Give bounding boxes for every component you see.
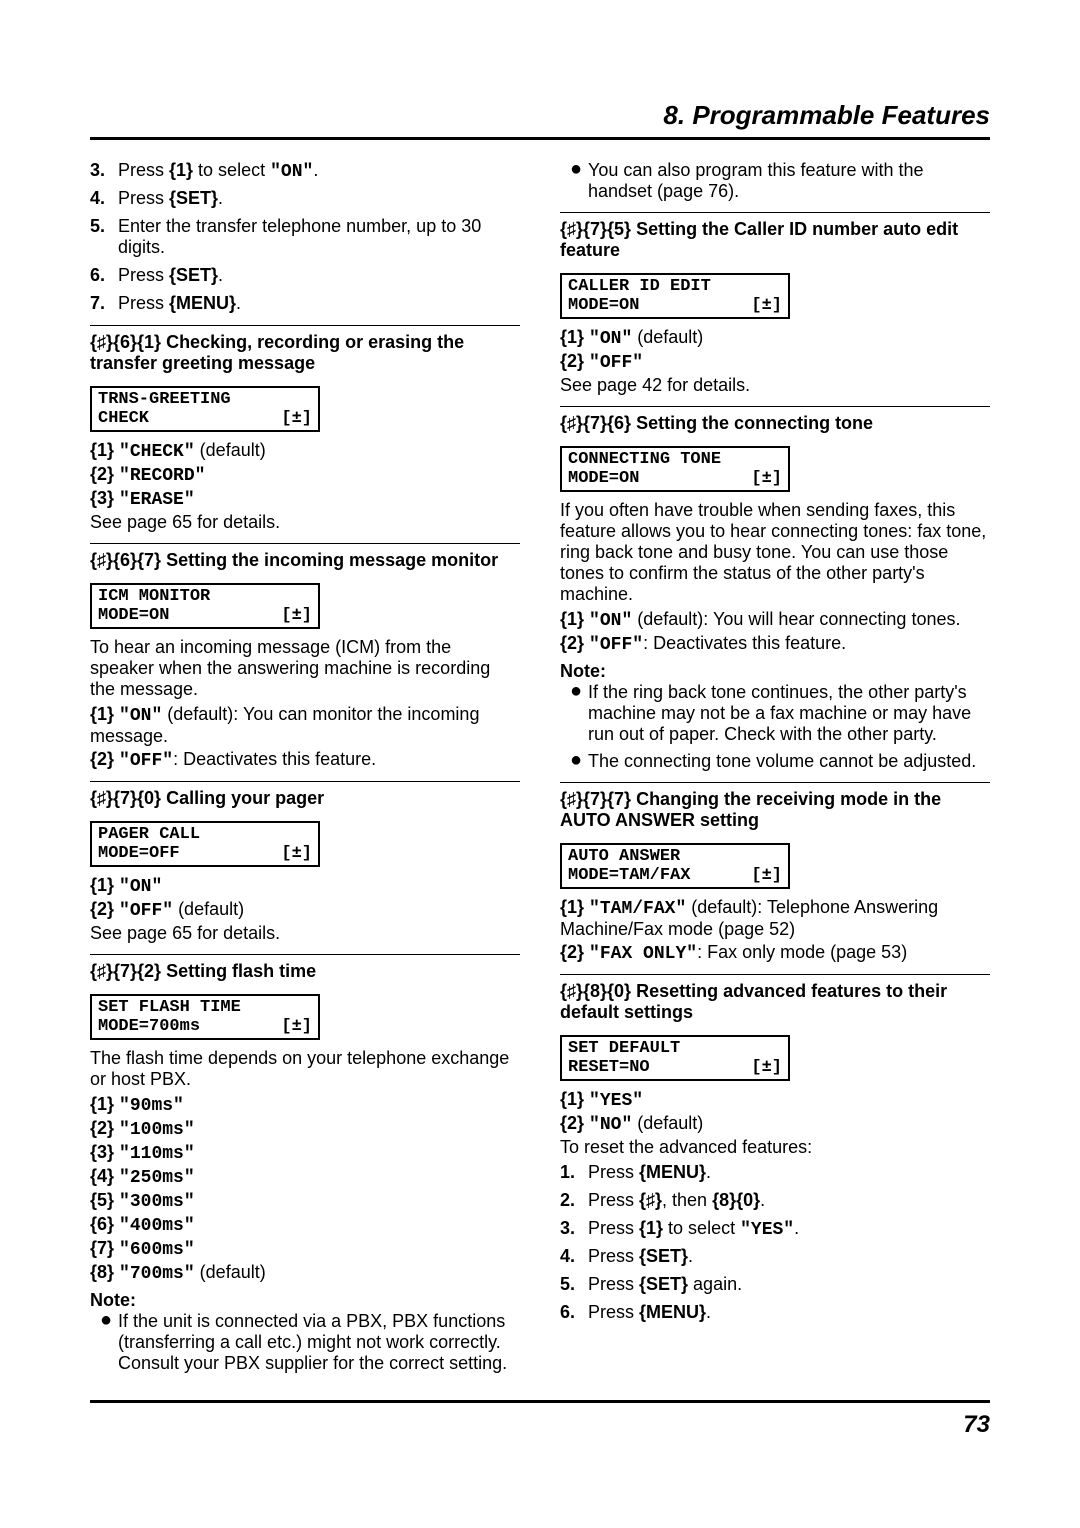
opt-676-2: {2} "OFF": Deactivates this feature.: [560, 633, 990, 655]
option-line: {2} "100ms": [90, 1118, 520, 1140]
option-line: {2} "NO" (default): [560, 1113, 990, 1135]
option-line: {3} "ERASE": [90, 488, 520, 510]
option-line: {2} "RECORD": [90, 464, 520, 486]
option-line: {5} "300ms": [90, 1190, 520, 1212]
list-item: 5.Press {SET} again.: [560, 1274, 990, 1296]
bullet-icon: ●: [570, 160, 588, 202]
options-675: {1} "ON" (default){2} "OFF": [560, 327, 990, 373]
options-661: {1} "CHECK" (default){2} "RECORD"{3} "ER…: [90, 440, 520, 510]
section-title-675: {♯}{7}{5} Setting the Caller ID number a…: [560, 219, 990, 261]
options-680: {1} "YES"{2} "NO" (default): [560, 1089, 990, 1135]
continued-steps: 3.Press {1} to select "ON". 4.Press {SET}…: [90, 160, 520, 315]
opt-676-1: {1} "ON" (default): You will hear connec…: [560, 609, 990, 631]
para-680: To reset the advanced features:: [560, 1137, 990, 1158]
list-item: 3.Press {1} to select "YES".: [560, 1218, 990, 1240]
note-bullet-672: ● If the unit is connected via a PBX, PB…: [90, 1311, 520, 1374]
lcd-667: ICM MONITOR MODE=ON[±]: [90, 583, 320, 629]
bullet-icon: ●: [100, 1311, 118, 1374]
page-number: 73: [90, 1411, 990, 1439]
section-title-661: {♯}{6}{1} Checking, recording or erasing…: [90, 332, 520, 374]
steps-680: 1.Press {MENU}. 2.Press {♯}, then {8}{0}.…: [560, 1162, 990, 1324]
top-bullet: ● You can also program this feature with…: [560, 160, 990, 202]
para-667: To hear an incoming message (ICM) from t…: [90, 637, 520, 700]
section-rule: [560, 212, 990, 213]
list-item: 7.Press {MENU}.: [90, 293, 520, 315]
section-rule: [560, 782, 990, 783]
section-title-672: {♯}{7}{2} Setting flash time: [90, 961, 520, 982]
section-rule: [90, 543, 520, 544]
option-line: {3} "110ms": [90, 1142, 520, 1164]
section-rule: [90, 325, 520, 326]
opt-677-2: {2} "FAX ONLY": Fax only mode (page 53): [560, 942, 990, 964]
bullet-icon: ●: [570, 682, 588, 745]
lcd-675: CALLER ID EDIT MODE=ON[±]: [560, 273, 790, 319]
list-item: 4.Press {SET}.: [560, 1246, 990, 1268]
lcd-680: SET DEFAULT RESET=NO[±]: [560, 1035, 790, 1081]
section-rule: [560, 406, 990, 407]
section-title-680: {♯}{8}{0} Resetting advanced features to…: [560, 981, 990, 1023]
section-title-677: {♯}{7}{7} Changing the receiving mode in…: [560, 789, 990, 831]
list-item: 1.Press {MENU}.: [560, 1162, 990, 1184]
left-column: 3.Press {1} to select "ON". 4.Press {SET}…: [90, 160, 520, 1380]
list-item: 6.Press {MENU}.: [560, 1302, 990, 1324]
para-672: The flash time depends on your telephone…: [90, 1048, 520, 1090]
option-line: {6} "400ms": [90, 1214, 520, 1236]
option-line: {1} "90ms": [90, 1094, 520, 1116]
list-item: 5.Enter the transfer telephone number, u…: [90, 216, 520, 259]
bullet-icon: ●: [570, 751, 588, 772]
opt-677-1: {1} "TAM/FAX" (default): Telephone Answe…: [560, 897, 990, 940]
note-bullet-676-1: ● If the ring back tone continues, the o…: [560, 682, 990, 745]
option-line: {4} "250ms": [90, 1166, 520, 1188]
section-rule: [90, 954, 520, 955]
list-item: 6.Press {SET}.: [90, 265, 520, 287]
option-line: {1} "CHECK" (default): [90, 440, 520, 462]
list-item: 4.Press {SET}.: [90, 188, 520, 210]
section-rule: [90, 781, 520, 782]
opt-667-1: {1} "ON" (default): You can monitor the …: [90, 704, 520, 747]
options-672: {1} "90ms"{2} "100ms"{3} "110ms"{4} "250…: [90, 1094, 520, 1284]
header-rule: [90, 137, 990, 140]
right-column: ● You can also program this feature with…: [560, 160, 990, 1380]
option-line: {1} "ON" (default): [560, 327, 990, 349]
list-item: 3.Press {1} to select "ON".: [90, 160, 520, 182]
section-rule: [560, 974, 990, 975]
option-line: {2} "OFF" (default): [90, 899, 520, 921]
section-title-676: {♯}{7}{6} Setting the connecting tone: [560, 413, 990, 434]
lcd-672: SET FLASH TIME MODE=700ms[±]: [90, 994, 320, 1040]
note-label-672: Note:: [90, 1290, 520, 1311]
option-line: {1} "YES": [560, 1089, 990, 1111]
section-title-667: {♯}{6}{7} Setting the incoming message m…: [90, 550, 520, 571]
lcd-677: AUTO ANSWER MODE=TAM/FAX[±]: [560, 843, 790, 889]
options-670: {1} "ON"{2} "OFF" (default): [90, 875, 520, 921]
lcd-661: TRNS-GREETING CHECK[±]: [90, 386, 320, 432]
list-item: 2.Press {♯}, then {8}{0}.: [560, 1190, 990, 1212]
footnote-661: See page 65 for details.: [90, 512, 520, 533]
footer-rule: [90, 1400, 990, 1403]
opt-667-2: {2} "OFF": Deactivates this feature.: [90, 749, 520, 771]
para-676: If you often have trouble when sending f…: [560, 500, 990, 605]
option-line: {1} "ON": [90, 875, 520, 897]
option-line: {2} "OFF": [560, 351, 990, 373]
option-line: {8} "700ms" (default): [90, 1262, 520, 1284]
lcd-670: PAGER CALL MODE=OFF[±]: [90, 821, 320, 867]
two-column-layout: 3.Press {1} to select "ON". 4.Press {SET}…: [90, 160, 990, 1380]
chapter-title: 8. Programmable Features: [90, 100, 990, 131]
option-line: {7} "600ms": [90, 1238, 520, 1260]
footnote-675: See page 42 for details.: [560, 375, 990, 396]
note-bullet-676-2: ● The connecting tone volume cannot be a…: [560, 751, 990, 772]
footnote-670: See page 65 for details.: [90, 923, 520, 944]
lcd-676: CONNECTING TONE MODE=ON[±]: [560, 446, 790, 492]
note-label-676: Note:: [560, 661, 990, 682]
section-title-670: {♯}{7}{0} Calling your pager: [90, 788, 520, 809]
